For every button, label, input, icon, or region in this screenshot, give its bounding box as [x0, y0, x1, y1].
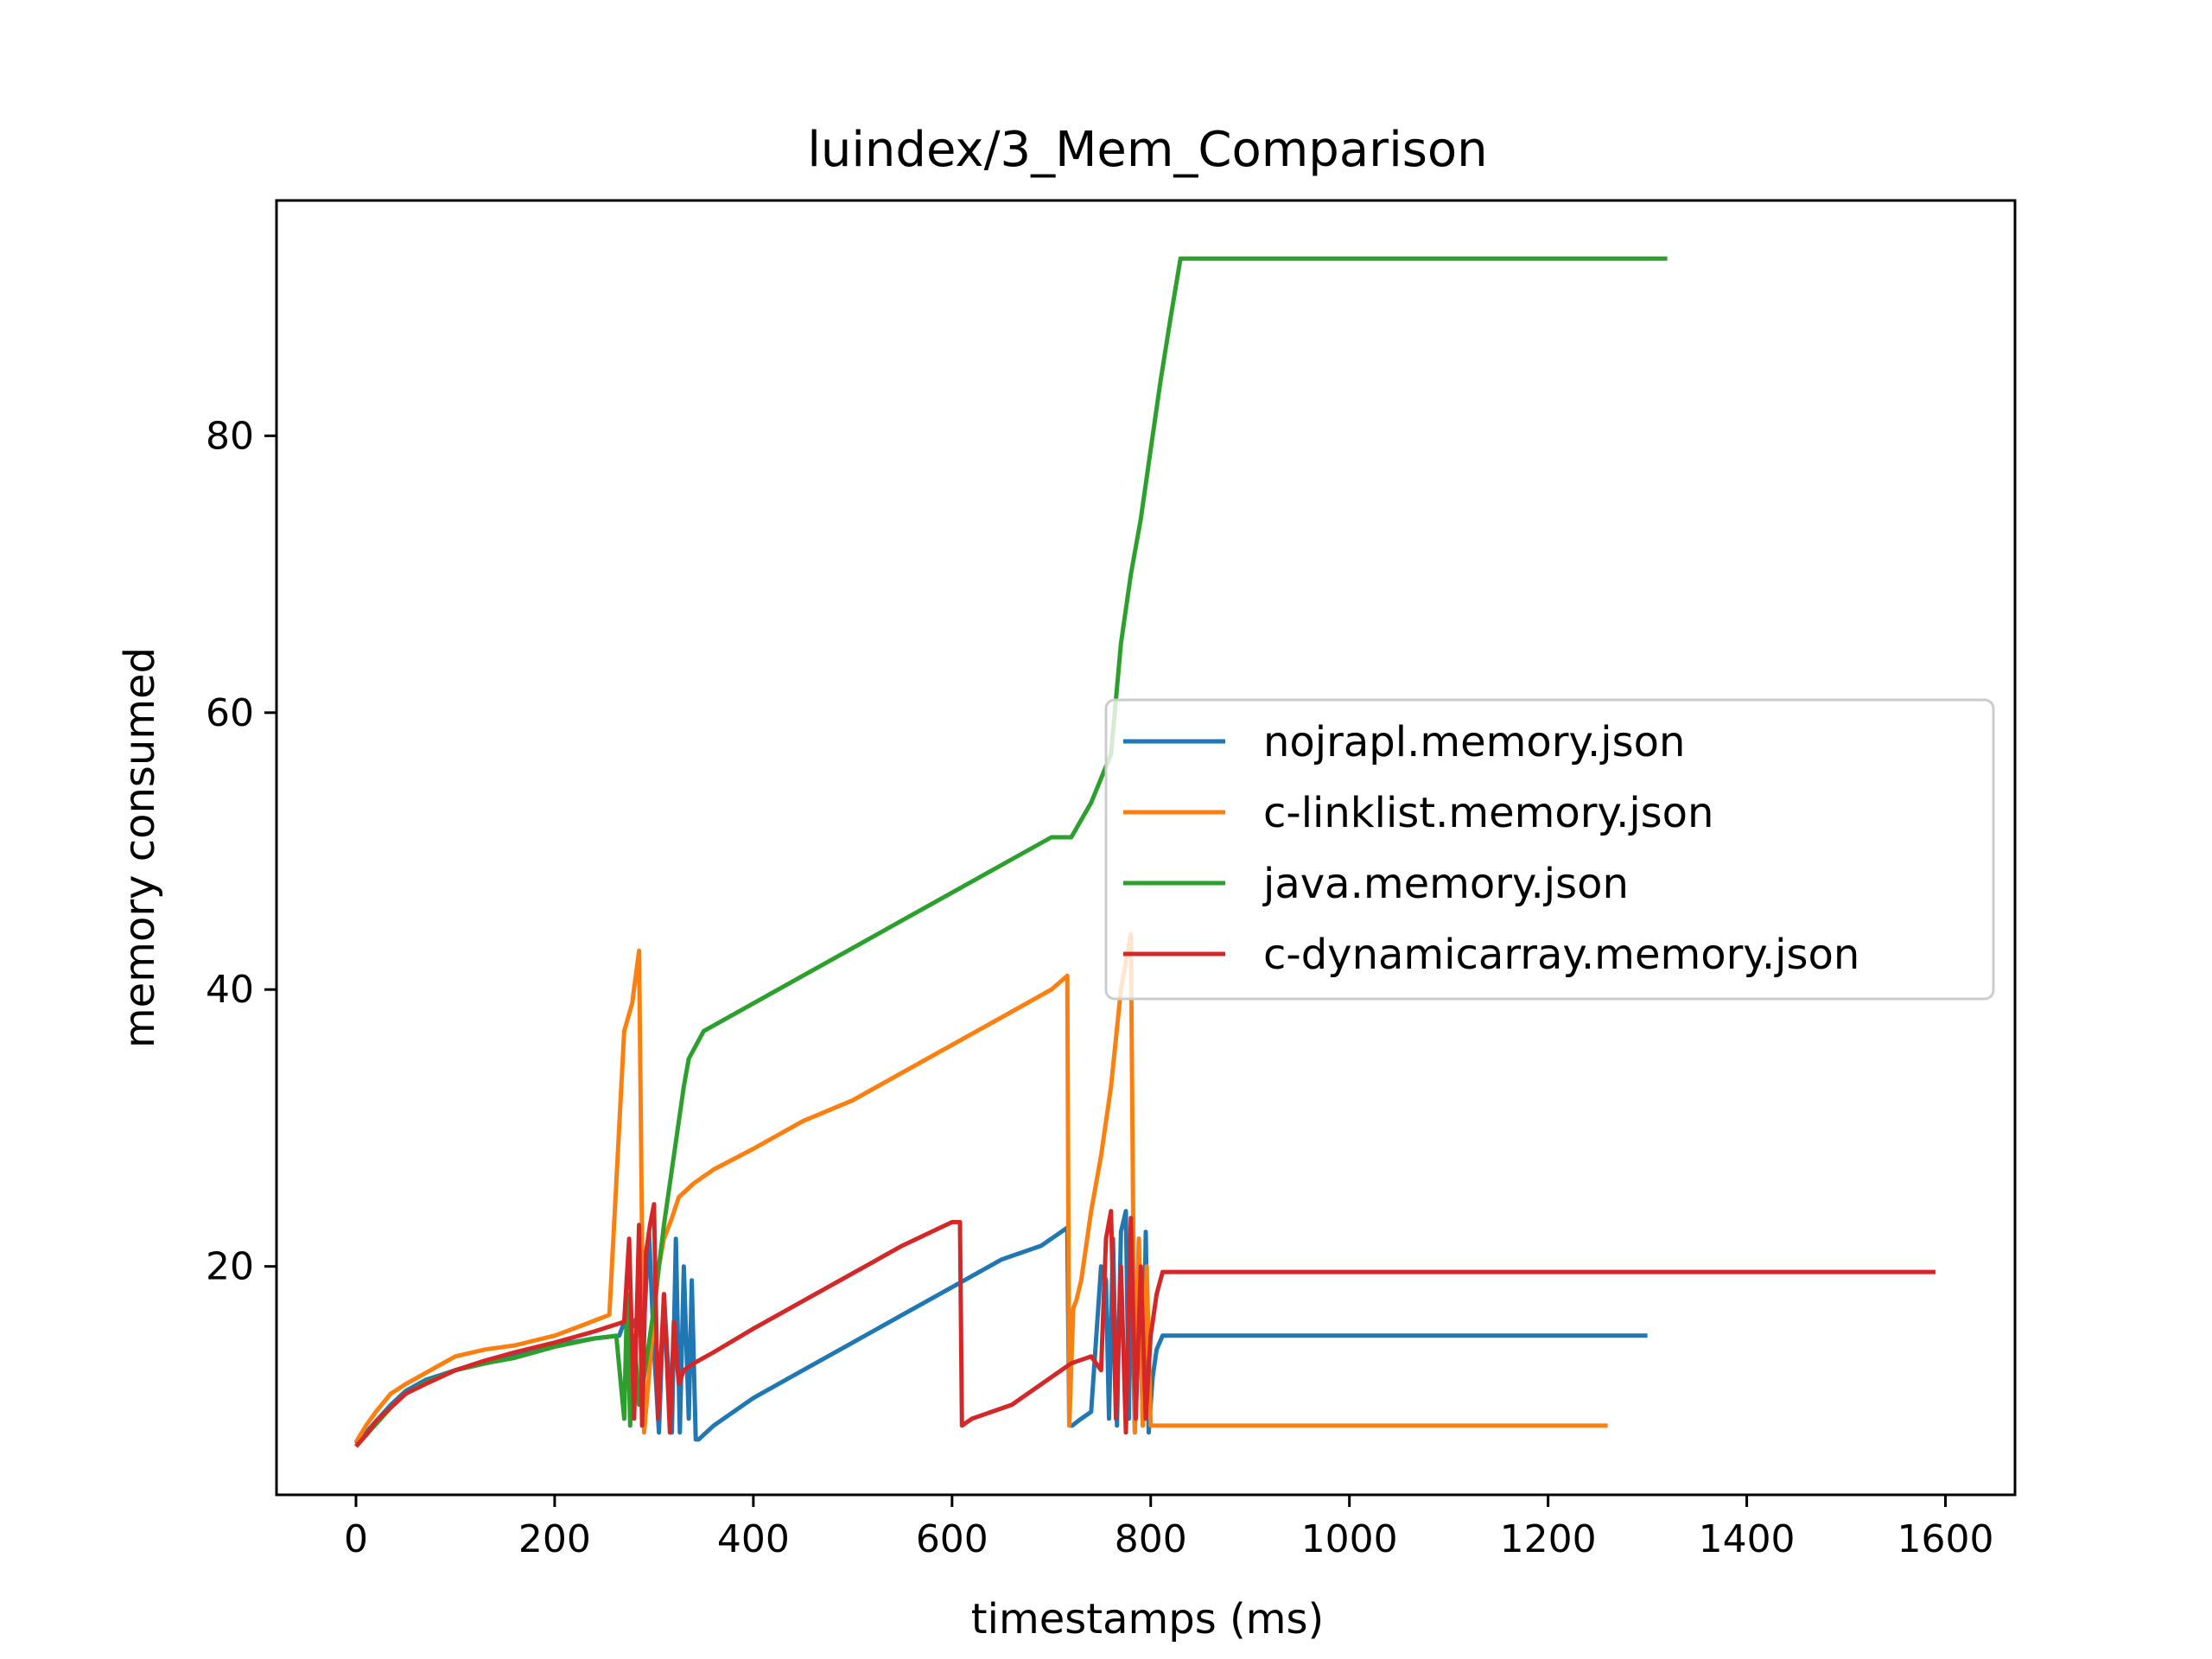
x-tick-label: 400 — [717, 1517, 790, 1561]
chart-title: luindex/3_Mem_Comparison — [807, 122, 1487, 178]
series-line-2 — [354, 256, 1668, 1448]
legend-label-2: java.memory.json — [1262, 860, 1629, 908]
y-axis: 20 40 60 80 — [206, 414, 276, 1289]
x-tick-label: 600 — [916, 1517, 988, 1561]
y-tick-label: 20 — [206, 1245, 254, 1289]
legend-box — [1104, 698, 1995, 1001]
plot-frame — [275, 199, 2017, 1497]
x-axis: 0 200 400 600 800 1000 1200 1400 1600 — [344, 1495, 1994, 1561]
y-tick-label: 60 — [206, 691, 254, 735]
legend-label-0: nojrapl.memory.json — [1263, 718, 1685, 766]
legend: nojrapl.memory.json c-linklist.memory.jso… — [1104, 698, 1995, 1001]
legend-label-1: c-linklist.memory.json — [1263, 789, 1713, 837]
y-tick-label: 80 — [206, 414, 254, 458]
legend-label-3: c-dynamicarray.memory.json — [1263, 931, 1859, 979]
x-tick-label: 800 — [1115, 1517, 1187, 1561]
x-tick-label: 200 — [518, 1517, 591, 1561]
series-layer — [353, 256, 1936, 1448]
y-axis-label: memory consumed — [116, 647, 164, 1048]
y-tick-label: 40 — [206, 968, 254, 1012]
x-tick-label: 1600 — [1897, 1517, 1994, 1561]
x-tick-label: 1400 — [1699, 1517, 1796, 1561]
x-axis-label: timestamps (ms) — [971, 1595, 1324, 1643]
series-line-3 — [354, 1202, 1936, 1448]
x-tick-label: 1000 — [1301, 1517, 1398, 1561]
x-tick-label: 1200 — [1500, 1517, 1597, 1561]
x-tick-label: 0 — [344, 1517, 368, 1561]
